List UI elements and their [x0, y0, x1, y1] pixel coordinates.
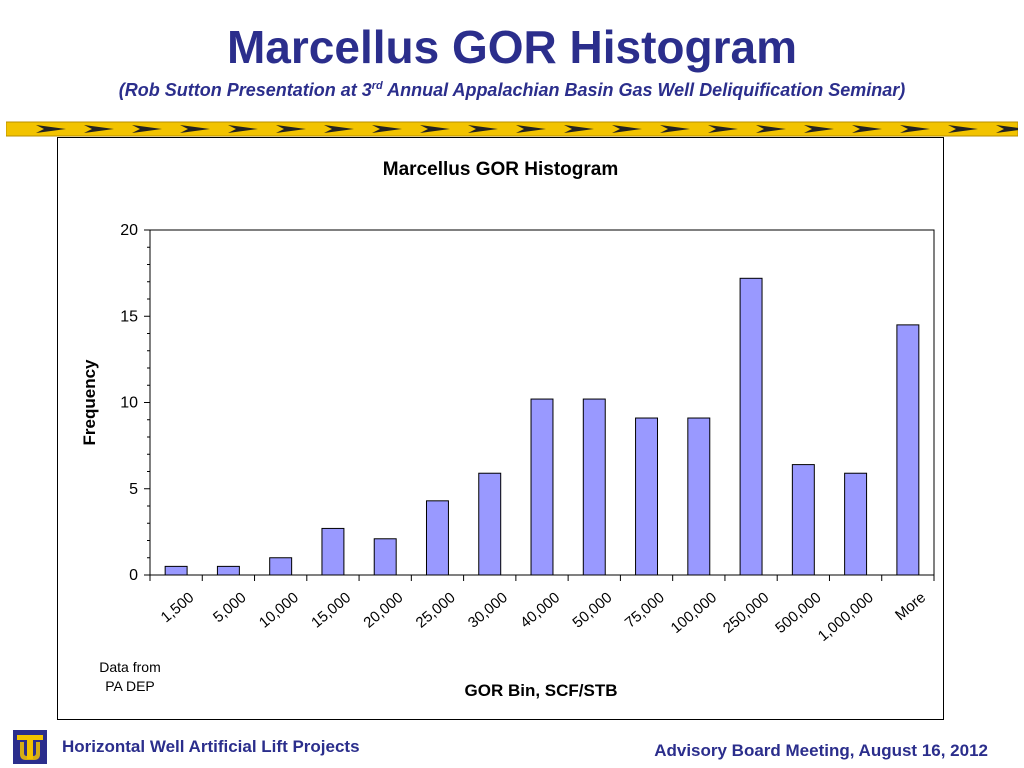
x-tick-label: 10,000 — [256, 589, 302, 632]
x-tick-label: 40,000 — [517, 589, 563, 632]
histogram-bar — [582, 398, 606, 576]
logo-letter-t — [17, 735, 43, 759]
histogram-bar — [373, 538, 397, 576]
histogram-bar — [739, 277, 763, 576]
banner-arrow — [276, 125, 306, 133]
y-tick-label: 0 — [129, 567, 138, 584]
histogram-bar — [896, 324, 920, 576]
banner-arrow — [84, 125, 114, 133]
histogram-bar — [321, 527, 345, 576]
footer-right-text: Advisory Board Meeting, August 16, 2012 — [654, 741, 988, 760]
x-tick-label: 30,000 — [465, 589, 511, 632]
x-tick-label: 25,000 — [413, 589, 459, 632]
slide-title: Marcellus GOR Histogram — [226, 21, 798, 73]
banner-arrow — [756, 125, 786, 133]
banner-arrow — [564, 125, 594, 133]
histogram-bar — [478, 472, 502, 576]
x-tick-label: 75,000 — [622, 589, 668, 632]
banner-arrow — [708, 125, 738, 133]
banner-arrow — [900, 125, 930, 133]
banner-arrow — [516, 125, 546, 133]
banner-band — [6, 121, 1018, 137]
y-tick-label: 15 — [120, 308, 138, 325]
histogram-bar — [164, 565, 188, 576]
banner-arrow — [324, 125, 354, 133]
tu-logo-icon — [13, 730, 47, 764]
footer-left-text: Horizontal Well Artificial Lift Projects — [62, 737, 360, 756]
histogram-bar — [844, 472, 868, 576]
histogram-bar — [425, 500, 449, 576]
y-tick-label: 5 — [129, 481, 138, 498]
logo-letter-u — [20, 742, 40, 760]
caution-arrow-banner-icon — [6, 121, 1018, 137]
x-tick-label: 1,500 — [158, 589, 198, 626]
source-note-line2: PA DEP — [105, 678, 155, 694]
banner-arrow — [420, 125, 450, 133]
banner-arrow — [372, 125, 402, 133]
x-tick-label: 15,000 — [308, 589, 354, 632]
chart-frame: Marcellus GOR Histogram 0 5 10 15 20 Frequenc… — [57, 137, 944, 720]
subtitle-text-end: Annual Appalachian Basin Gas Well Deliqu… — [382, 80, 906, 100]
subtitle-superscript: rd — [371, 80, 383, 92]
banner-arrow — [612, 125, 642, 133]
slide-subtitle: (Rob Sutton Presentation at 3rd Annual A… — [0, 80, 1024, 101]
histogram-bar — [216, 565, 240, 576]
x-tick-label: 5,000 — [210, 589, 250, 626]
banner-arrow — [804, 125, 834, 133]
banner-arrow — [468, 125, 498, 133]
x-axis-label: GOR Bin, SCF/STB — [465, 681, 618, 700]
histogram-bar — [687, 417, 711, 576]
banner-arrow — [996, 125, 1018, 133]
source-note: Data from PA DEP — [84, 658, 176, 696]
banner-arrow — [948, 125, 978, 133]
chart-title: Marcellus GOR Histogram — [382, 159, 619, 180]
banner-arrows — [36, 125, 1018, 133]
x-tick-label: More — [892, 589, 929, 624]
histogram-bar — [791, 464, 815, 576]
banner-arrow — [228, 125, 258, 133]
y-tick-label: 20 — [120, 222, 138, 239]
banner-arrow — [132, 125, 162, 133]
x-tick-label: 50,000 — [569, 589, 615, 632]
histogram-bar — [269, 557, 293, 576]
x-tick-label: 20,000 — [360, 589, 406, 632]
x-tick-label: 1,000,000 — [815, 589, 877, 645]
banner-arrow — [852, 125, 882, 133]
histogram-bar — [635, 417, 659, 576]
y-tick-label: 10 — [120, 395, 138, 412]
subtitle-text-start: (Rob Sutton Presentation at 3 — [118, 80, 372, 100]
banner-arrow — [660, 125, 690, 133]
y-axis-label: Frequency — [80, 359, 99, 446]
x-tick-label: 100,000 — [668, 589, 720, 637]
histogram-bar — [530, 398, 554, 576]
x-tick-label: 250,000 — [720, 589, 772, 637]
banner-arrow — [36, 125, 66, 133]
source-note-line1: Data from — [99, 659, 161, 675]
banner-arrow — [180, 125, 210, 133]
